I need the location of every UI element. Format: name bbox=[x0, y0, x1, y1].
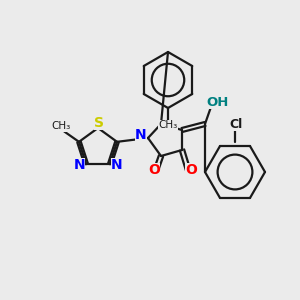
Text: O: O bbox=[185, 163, 197, 177]
Text: S: S bbox=[94, 116, 104, 130]
Text: N: N bbox=[135, 128, 147, 142]
Text: Cl: Cl bbox=[230, 118, 243, 130]
Text: CH₃: CH₃ bbox=[158, 120, 178, 130]
Text: CH₃: CH₃ bbox=[52, 122, 71, 131]
Text: N: N bbox=[111, 158, 123, 172]
Text: OH: OH bbox=[207, 95, 229, 109]
Text: N: N bbox=[74, 158, 85, 172]
Text: O: O bbox=[148, 163, 160, 177]
